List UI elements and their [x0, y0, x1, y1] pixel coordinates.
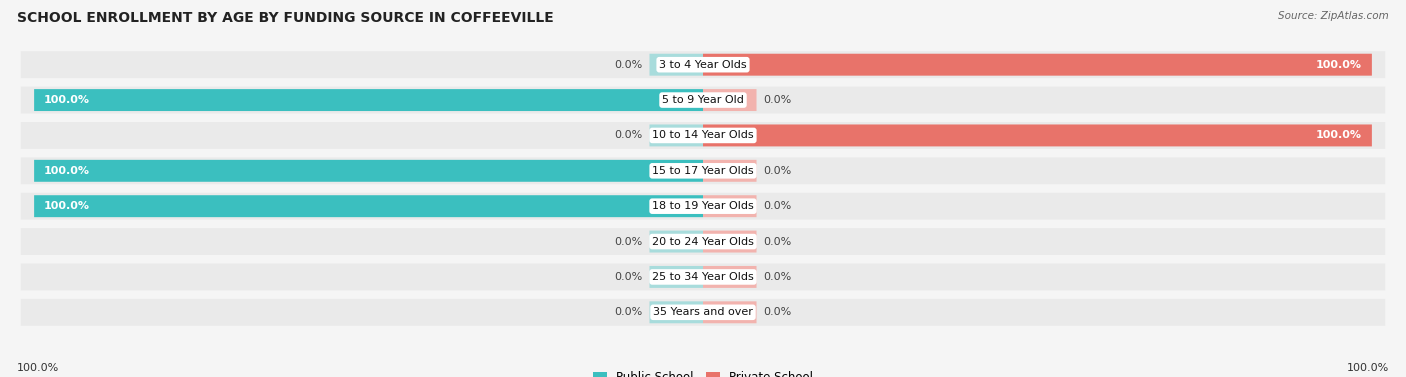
FancyBboxPatch shape [34, 160, 703, 182]
Text: 100.0%: 100.0% [1316, 60, 1362, 70]
FancyBboxPatch shape [703, 124, 1372, 146]
Text: 100.0%: 100.0% [1316, 130, 1362, 141]
Text: 0.0%: 0.0% [763, 95, 792, 105]
Text: 0.0%: 0.0% [614, 60, 643, 70]
FancyBboxPatch shape [703, 231, 756, 253]
Text: 35 Years and over: 35 Years and over [652, 307, 754, 317]
Text: 0.0%: 0.0% [614, 307, 643, 317]
FancyBboxPatch shape [21, 228, 1385, 255]
FancyBboxPatch shape [650, 124, 703, 146]
Text: 100.0%: 100.0% [44, 201, 90, 211]
FancyBboxPatch shape [703, 266, 756, 288]
FancyBboxPatch shape [21, 157, 1385, 184]
Text: 0.0%: 0.0% [763, 201, 792, 211]
Text: 100.0%: 100.0% [44, 166, 90, 176]
FancyBboxPatch shape [21, 299, 1385, 326]
FancyBboxPatch shape [703, 54, 1372, 76]
Text: 5 to 9 Year Old: 5 to 9 Year Old [662, 95, 744, 105]
Text: 15 to 17 Year Olds: 15 to 17 Year Olds [652, 166, 754, 176]
FancyBboxPatch shape [21, 264, 1385, 290]
FancyBboxPatch shape [21, 193, 1385, 220]
FancyBboxPatch shape [21, 122, 1385, 149]
FancyBboxPatch shape [703, 89, 756, 111]
Text: 0.0%: 0.0% [763, 236, 792, 247]
FancyBboxPatch shape [34, 195, 703, 217]
Text: Source: ZipAtlas.com: Source: ZipAtlas.com [1278, 11, 1389, 21]
Text: 0.0%: 0.0% [763, 307, 792, 317]
Text: 100.0%: 100.0% [44, 95, 90, 105]
Text: 0.0%: 0.0% [614, 236, 643, 247]
Text: 0.0%: 0.0% [763, 272, 792, 282]
Text: 0.0%: 0.0% [763, 166, 792, 176]
FancyBboxPatch shape [703, 301, 756, 323]
Text: 0.0%: 0.0% [614, 130, 643, 141]
FancyBboxPatch shape [650, 266, 703, 288]
FancyBboxPatch shape [650, 231, 703, 253]
Text: 100.0%: 100.0% [1347, 363, 1389, 373]
Text: 20 to 24 Year Olds: 20 to 24 Year Olds [652, 236, 754, 247]
Text: 10 to 14 Year Olds: 10 to 14 Year Olds [652, 130, 754, 141]
Legend: Public School, Private School: Public School, Private School [588, 366, 818, 377]
Text: 100.0%: 100.0% [17, 363, 59, 373]
FancyBboxPatch shape [703, 160, 756, 182]
FancyBboxPatch shape [21, 51, 1385, 78]
FancyBboxPatch shape [21, 87, 1385, 113]
FancyBboxPatch shape [650, 301, 703, 323]
Text: 18 to 19 Year Olds: 18 to 19 Year Olds [652, 201, 754, 211]
FancyBboxPatch shape [650, 54, 703, 76]
Text: 3 to 4 Year Olds: 3 to 4 Year Olds [659, 60, 747, 70]
Text: SCHOOL ENROLLMENT BY AGE BY FUNDING SOURCE IN COFFEEVILLE: SCHOOL ENROLLMENT BY AGE BY FUNDING SOUR… [17, 11, 554, 25]
FancyBboxPatch shape [34, 89, 703, 111]
Text: 25 to 34 Year Olds: 25 to 34 Year Olds [652, 272, 754, 282]
FancyBboxPatch shape [703, 195, 756, 217]
Text: 0.0%: 0.0% [614, 272, 643, 282]
